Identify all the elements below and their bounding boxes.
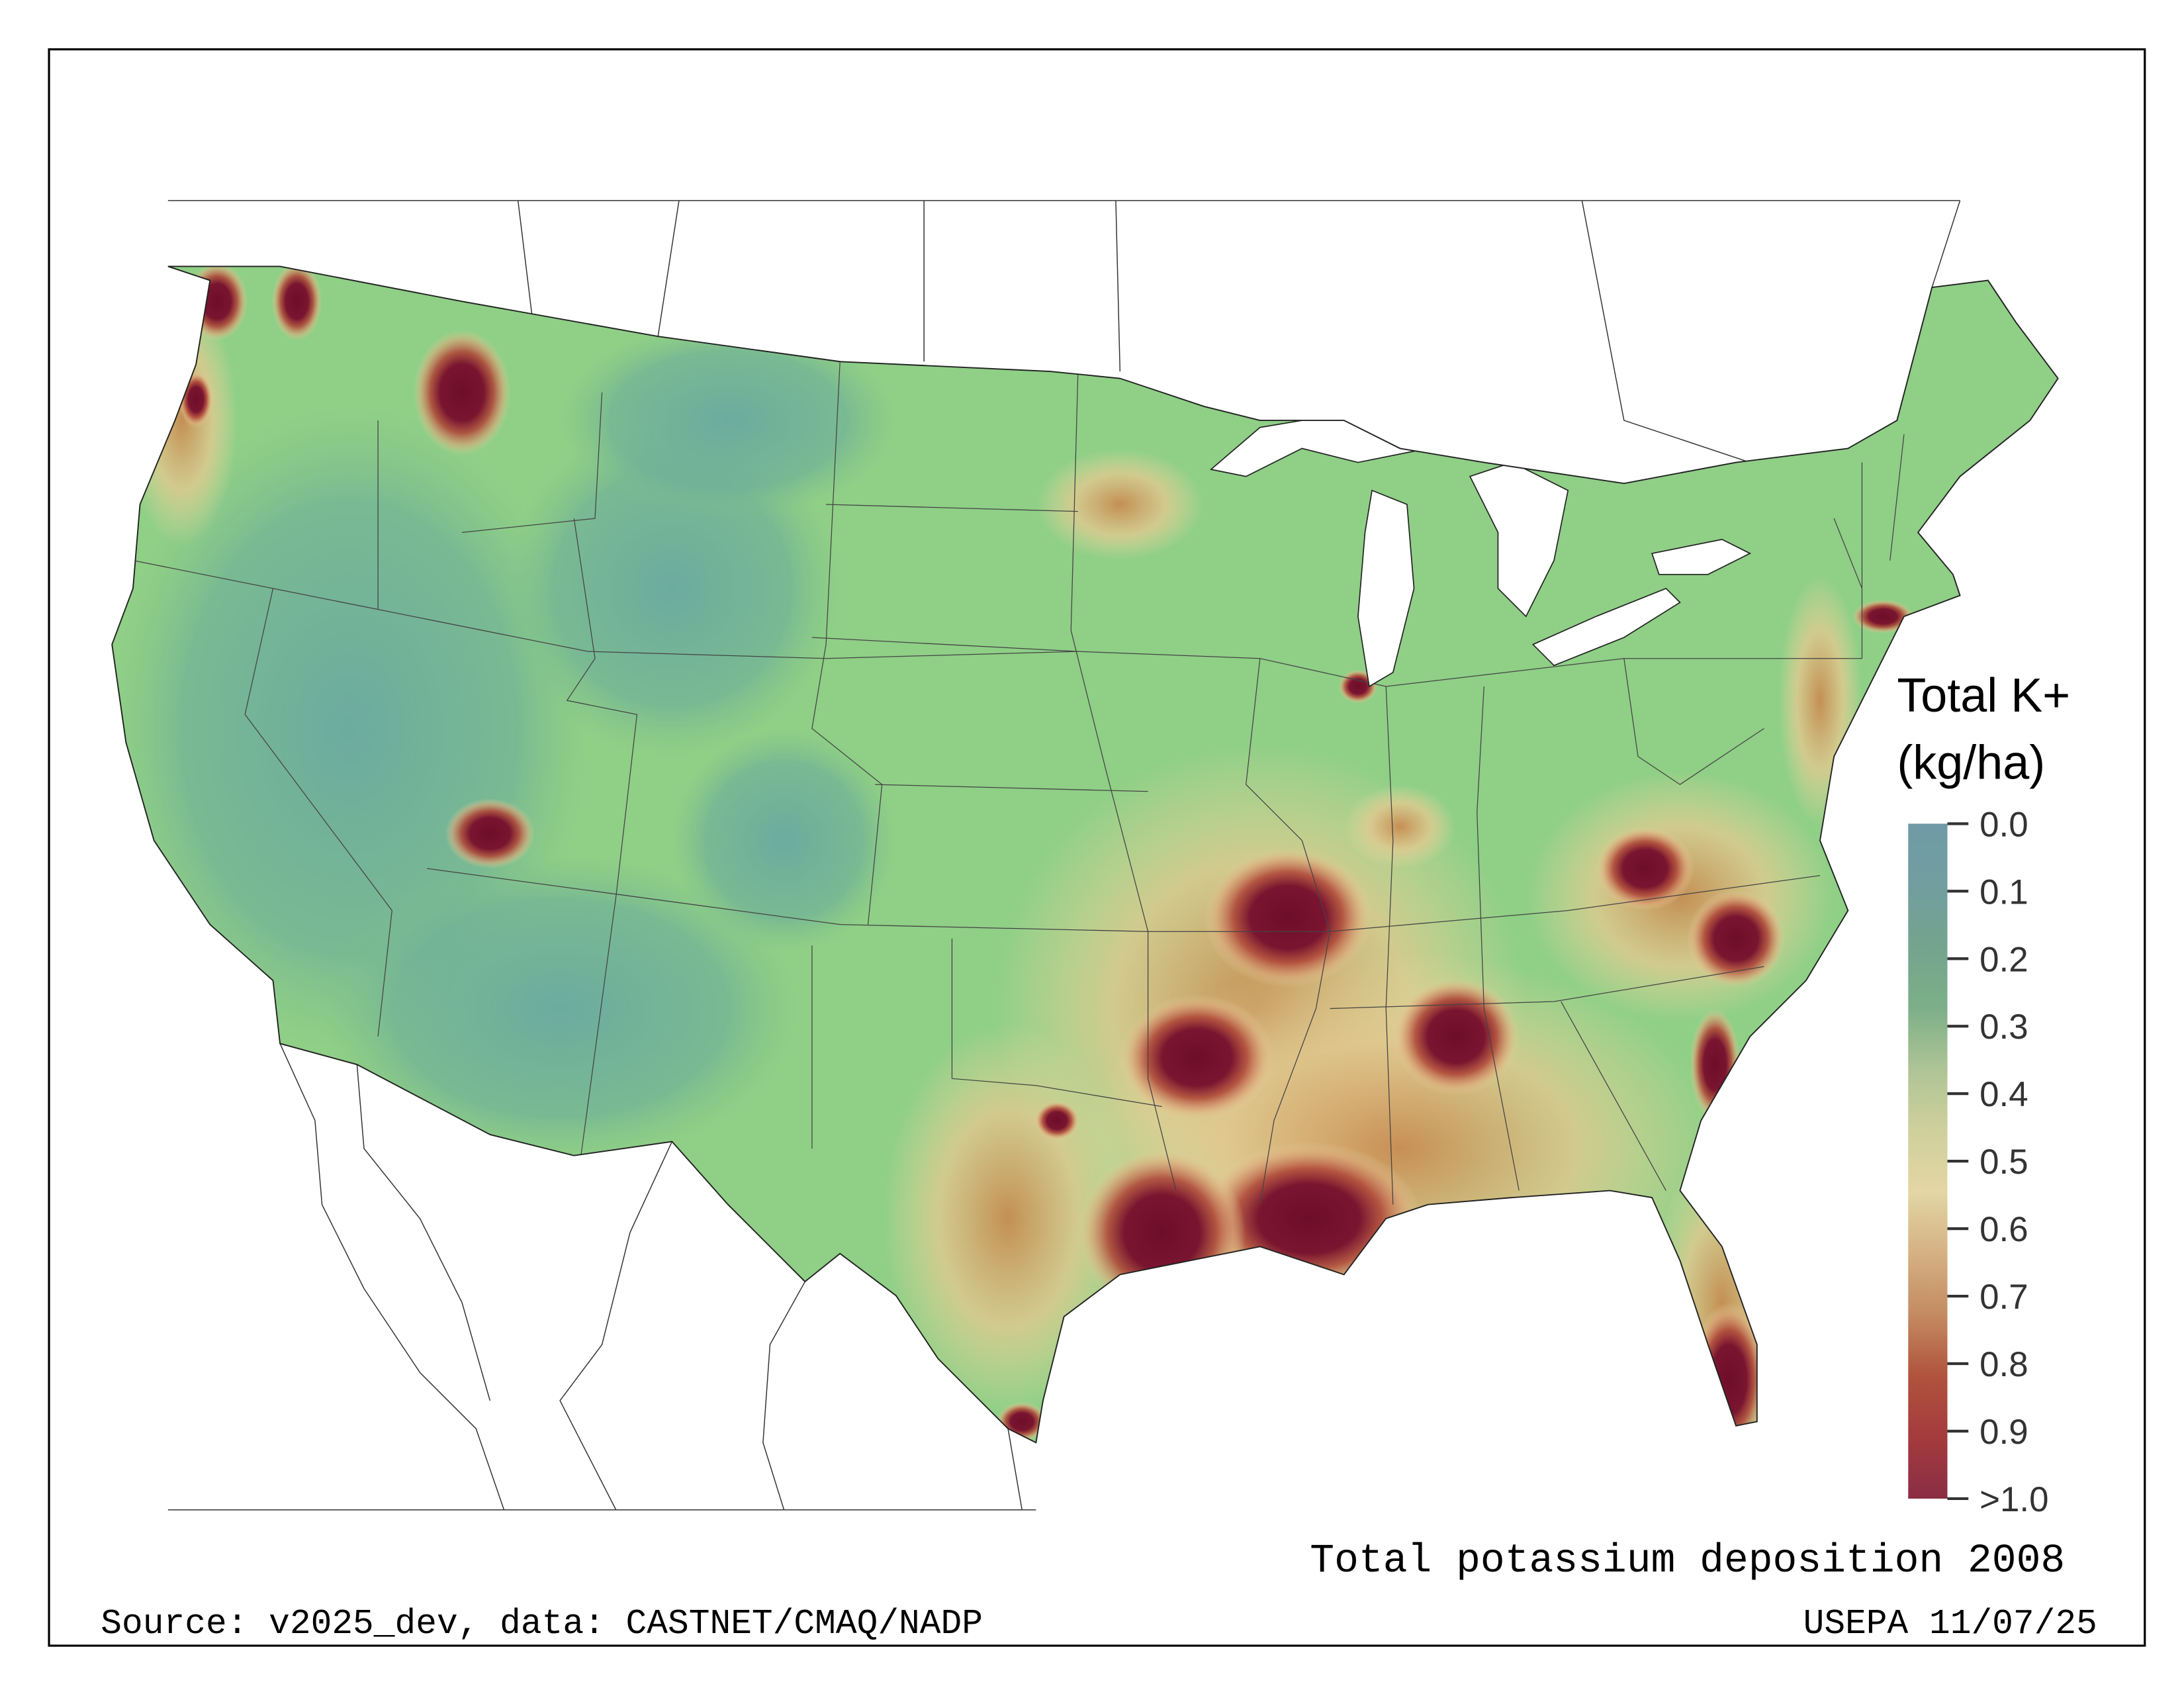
legend-ticks: 0.0 0.1 0.2 0.3 0.4 0.5 0.6 0.7 0.8 0.9 >1.0 (1947, 805, 2049, 1519)
source-note: Source: v2025_dev, data: CASTNET/CMAQ/NA… (101, 1604, 983, 1644)
legend-tick-label: 0.9 (1979, 1413, 2028, 1452)
conus-outline (111, 265, 2059, 1444)
legend-tick-label: 0.6 (1979, 1210, 2028, 1249)
legend-tick-label: 0.0 (1979, 805, 2028, 844)
legend-tick-label: 0.5 (1979, 1143, 2028, 1182)
neighbor-borders (167, 200, 1961, 1511)
legend-tick-label: 0.7 (1979, 1278, 2028, 1317)
conus-raster (112, 266, 2058, 1443)
legend-tick-label: 0.8 (1979, 1345, 2028, 1384)
legend-title-line1: Total K+ (1897, 669, 2070, 722)
legend-title-line2: (kg/ha) (1897, 737, 2045, 790)
legend-colorbar (1908, 823, 1948, 1499)
legend-tick-label: 0.1 (1979, 872, 2028, 912)
legend: Total K+ (kg/ha) 0.00.10.20.30.40.50.60.… (1897, 669, 2070, 1519)
legend-tick-label: >1.0 (1979, 1480, 2048, 1519)
map-title: Total potassium deposition 2008 (1310, 1538, 2065, 1584)
legend-tick-label: 0.3 (1979, 1008, 2028, 1047)
legend-tick-label: 0.2 (1979, 940, 2028, 979)
credit-note: USEPA 11/07/25 (1803, 1604, 2097, 1644)
state-boundaries (132, 361, 1905, 1205)
west-low-values (112, 322, 896, 1163)
legend-tick-label: 0.4 (1979, 1075, 2028, 1114)
